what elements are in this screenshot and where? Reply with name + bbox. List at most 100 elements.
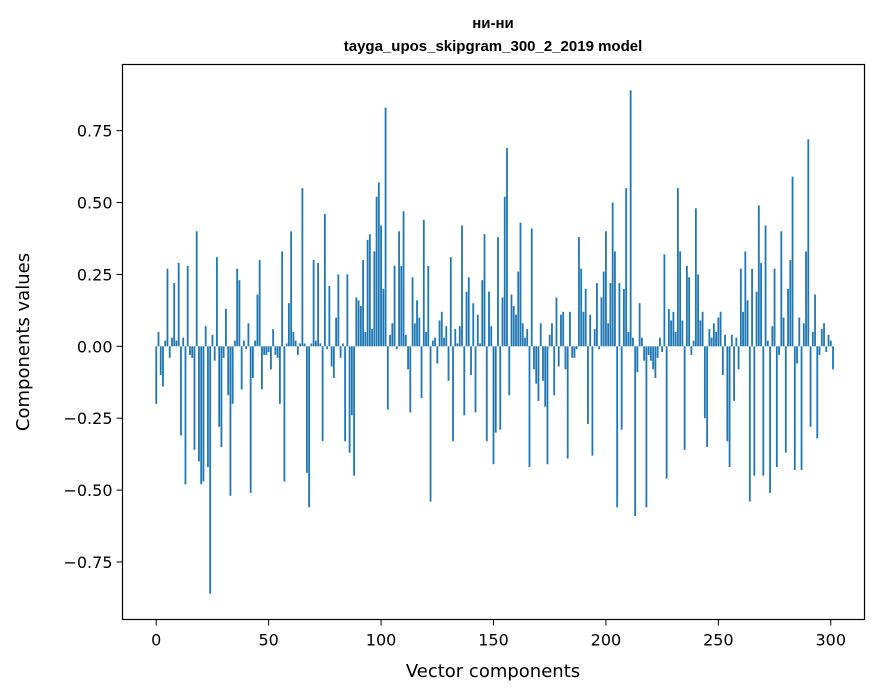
bar bbox=[820, 329, 823, 347]
bar bbox=[171, 337, 173, 347]
bar bbox=[476, 314, 479, 347]
bar bbox=[625, 188, 628, 347]
bar bbox=[667, 308, 670, 347]
bar bbox=[389, 334, 391, 347]
y-tick-label: 0.25 bbox=[77, 265, 113, 284]
bar bbox=[701, 311, 704, 347]
bar bbox=[362, 260, 364, 347]
bar bbox=[283, 346, 286, 482]
bar bbox=[204, 326, 207, 347]
bar bbox=[398, 231, 400, 347]
bar bbox=[391, 323, 394, 347]
bar bbox=[425, 331, 427, 347]
bar bbox=[252, 346, 254, 378]
bar bbox=[645, 346, 648, 508]
bar bbox=[256, 294, 259, 347]
bar bbox=[503, 196, 506, 347]
bar bbox=[589, 314, 592, 347]
bar bbox=[692, 340, 695, 347]
bar bbox=[488, 291, 490, 347]
bar bbox=[676, 188, 679, 347]
bar bbox=[380, 225, 382, 347]
bar bbox=[292, 331, 295, 347]
bar bbox=[274, 346, 277, 355]
bar bbox=[238, 280, 241, 347]
bar bbox=[515, 314, 517, 347]
bar bbox=[674, 331, 677, 347]
bar bbox=[341, 343, 344, 347]
bar bbox=[614, 251, 616, 347]
bar bbox=[699, 320, 702, 347]
bar bbox=[445, 326, 448, 347]
bar bbox=[571, 346, 574, 358]
bar bbox=[829, 340, 832, 347]
bar bbox=[654, 346, 657, 378]
bar bbox=[553, 346, 556, 396]
bar bbox=[409, 346, 412, 413]
bar bbox=[458, 326, 461, 347]
bar bbox=[218, 346, 221, 427]
bar bbox=[258, 260, 261, 347]
bar bbox=[584, 288, 587, 347]
bar bbox=[436, 346, 439, 364]
bar bbox=[474, 346, 477, 413]
bar bbox=[771, 326, 774, 347]
bar bbox=[186, 265, 189, 347]
bar bbox=[656, 346, 659, 358]
bar bbox=[609, 283, 612, 347]
bar bbox=[193, 346, 196, 450]
bar bbox=[521, 323, 524, 347]
bar bbox=[337, 274, 340, 347]
bar bbox=[485, 346, 488, 442]
bar bbox=[294, 340, 297, 347]
bar bbox=[348, 346, 351, 453]
bar bbox=[672, 311, 675, 347]
bar bbox=[155, 346, 158, 404]
bar bbox=[798, 317, 801, 347]
bar bbox=[270, 346, 272, 370]
bar bbox=[157, 331, 160, 347]
bar bbox=[791, 176, 794, 347]
bar bbox=[555, 297, 558, 347]
bar bbox=[483, 234, 486, 347]
bar bbox=[189, 346, 191, 355]
bar bbox=[386, 346, 389, 410]
bar bbox=[404, 334, 407, 347]
bar bbox=[643, 346, 646, 361]
bar bbox=[263, 346, 266, 355]
bar bbox=[236, 268, 239, 347]
bar bbox=[703, 346, 706, 419]
bar bbox=[177, 262, 180, 347]
bar bbox=[602, 271, 605, 347]
bar bbox=[735, 337, 738, 347]
bar bbox=[535, 346, 538, 384]
y-tick-label: 0.00 bbox=[77, 337, 113, 356]
bar bbox=[638, 303, 641, 347]
bar bbox=[560, 314, 562, 347]
bar bbox=[766, 340, 769, 347]
bar bbox=[267, 346, 270, 353]
bar bbox=[416, 300, 418, 347]
bar bbox=[411, 277, 414, 347]
bar bbox=[800, 346, 803, 470]
bar bbox=[562, 311, 565, 347]
bar bbox=[400, 265, 403, 347]
bar bbox=[350, 346, 353, 416]
bar bbox=[326, 346, 329, 350]
x-tick-label: 300 bbox=[815, 631, 846, 650]
bar bbox=[551, 323, 553, 347]
x-tick-label: 100 bbox=[366, 631, 397, 650]
bar bbox=[634, 346, 637, 516]
bar bbox=[364, 331, 367, 347]
bar bbox=[490, 326, 493, 347]
bar bbox=[371, 329, 373, 347]
bar bbox=[454, 329, 457, 347]
bar bbox=[494, 346, 497, 433]
bar bbox=[632, 337, 634, 347]
bar bbox=[164, 340, 167, 347]
bar bbox=[434, 337, 436, 347]
bar bbox=[449, 257, 452, 347]
x-axis-label: Vector components bbox=[406, 661, 580, 682]
bar bbox=[180, 346, 182, 436]
bar bbox=[299, 343, 302, 347]
